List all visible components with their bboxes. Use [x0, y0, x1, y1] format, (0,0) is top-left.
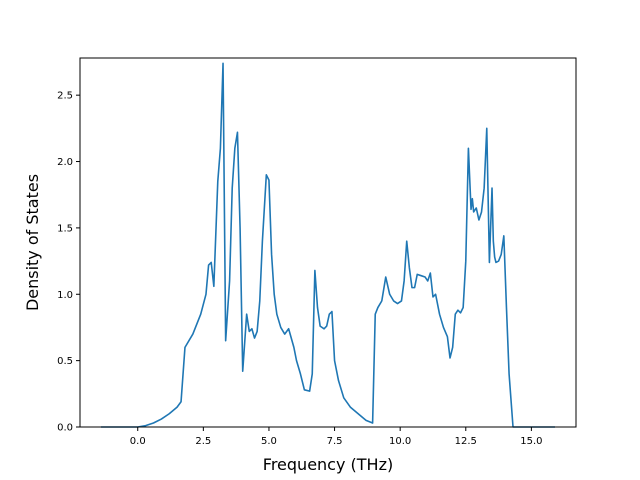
- x-tick-label: 10.0: [389, 436, 411, 447]
- y-tick-label: 1.5: [57, 223, 73, 234]
- x-tick-label: 0.0: [130, 436, 146, 447]
- series-line-0: [100, 62, 556, 428]
- line-layer: [100, 62, 556, 428]
- x-tick-label: 15.0: [520, 436, 542, 447]
- y-axis-ticks: 0.0 0.5 1.0 1.5 2.0 2.5: [57, 91, 80, 434]
- axes-frame: [79, 57, 577, 428]
- x-tick-label: 7.5: [327, 436, 343, 447]
- y-tick-label: 2.5: [57, 91, 73, 102]
- y-tick-label: 0.5: [57, 356, 73, 367]
- x-tick-label: 12.5: [455, 436, 477, 447]
- x-axis-label: Frequency (THz): [263, 455, 393, 474]
- x-tick-label: 5.0: [261, 436, 277, 447]
- x-axis-ticks: 0.0 2.5 5.0 7.5 10.0 12.5 15.0: [130, 427, 543, 447]
- y-tick-label: 1.0: [57, 290, 73, 301]
- y-tick-label: 0.0: [57, 423, 73, 434]
- x-tick-label: 2.5: [195, 436, 211, 447]
- plot-area: [79, 57, 577, 428]
- y-axis-label: Density of States: [23, 174, 42, 311]
- y-tick-label: 2.0: [57, 157, 73, 168]
